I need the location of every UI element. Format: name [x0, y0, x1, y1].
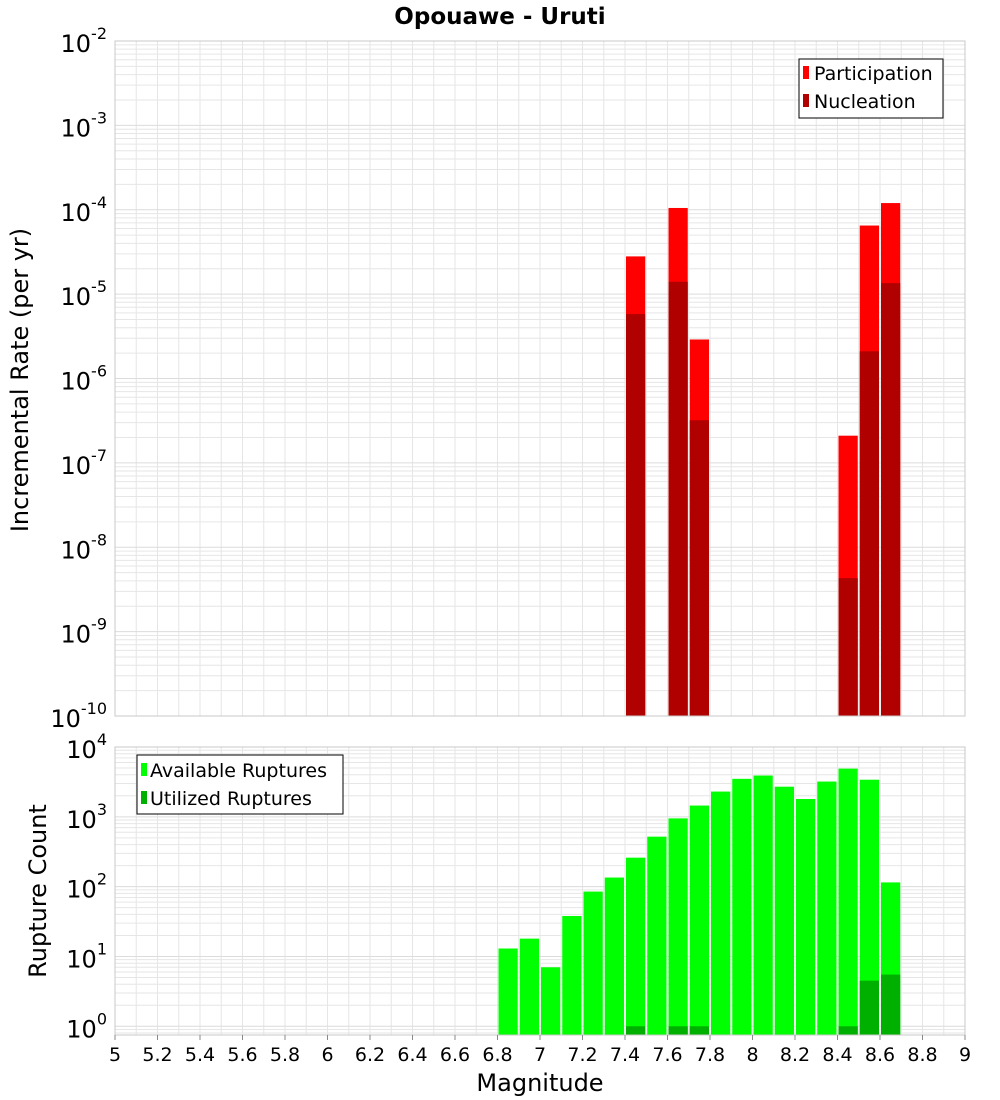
utilized-ruptures-bar — [881, 974, 901, 1035]
available-ruptures-bar — [647, 836, 667, 1035]
utilized-ruptures-bar — [689, 1026, 709, 1035]
rate-y-tick-labels: 10-10 10-9 10-8 10-7 10-6 10-5 10-4 10-3 10-2 — [50, 24, 107, 733]
available-ruptures-bar — [498, 948, 518, 1035]
available-ruptures-bar — [562, 915, 582, 1035]
y-tick-label: 10-2 — [61, 24, 108, 58]
x-tick-label: 9 — [959, 1044, 971, 1066]
x-tick-label: 7.2 — [567, 1044, 597, 1066]
x-tick-label: 6.6 — [440, 1044, 470, 1066]
x-tick-label: 5.2 — [142, 1044, 172, 1066]
available-ruptures-bar — [796, 798, 816, 1035]
x-tick-label: 6.8 — [482, 1044, 512, 1066]
available-ruptures-bar — [817, 781, 837, 1035]
x-tick-label: 5.4 — [185, 1044, 215, 1066]
rupture-count-y-axis-label: Rupture Count — [24, 804, 52, 978]
nucleation-bar — [689, 420, 709, 716]
available-ruptures-bar — [583, 891, 603, 1035]
y-tick-label: 10-5 — [61, 277, 108, 311]
rate-grid — [114, 40, 966, 717]
available-ruptures-bar — [711, 791, 731, 1035]
rate-bars — [626, 203, 901, 716]
nucleation-bar — [881, 283, 901, 716]
x-tick-label: 7.4 — [610, 1044, 640, 1066]
rupture-count-bars — [498, 768, 901, 1035]
x-tick-label: 6.4 — [397, 1044, 427, 1066]
available-ruptures-bar — [838, 768, 858, 1035]
utilized-ruptures-legend-swatch — [141, 791, 147, 804]
available-ruptures-bar — [774, 786, 794, 1035]
available-ruptures-bar — [626, 857, 646, 1035]
magnitude-x-axis-label: Magnitude — [476, 1069, 603, 1097]
x-tick-label: 8 — [746, 1044, 758, 1066]
utilized-ruptures-bar — [626, 1026, 646, 1035]
x-tick-label: 5 — [109, 1044, 121, 1066]
y-tick-label: 10-8 — [61, 530, 108, 564]
x-tick-label: 8.2 — [780, 1044, 810, 1066]
nucleation-bar — [859, 351, 879, 716]
y-tick-label: 100 — [66, 1009, 107, 1043]
rate-panel: 10-10 10-9 10-8 10-7 10-6 10-5 10-4 10-3 10-2 In… — [6, 24, 966, 733]
y-tick-label: 10-4 — [61, 193, 108, 227]
x-tick-label: 8.4 — [822, 1044, 852, 1066]
nucleation-bar — [626, 314, 646, 716]
rupture-count-y-tick-labels: 100 101 102 103 104 — [66, 730, 107, 1043]
nucleation-bar — [668, 281, 688, 716]
x-tick-label: 5.8 — [270, 1044, 300, 1066]
x-tick-label: 7 — [534, 1044, 546, 1066]
y-tick-label: 10-9 — [61, 615, 108, 649]
x-tick-label: 6.2 — [355, 1044, 385, 1066]
available-ruptures-bar — [859, 779, 879, 1035]
nucleation-legend-label: Nucleation — [814, 91, 916, 113]
utilized-ruptures-bar — [859, 980, 879, 1035]
rupture-count-legend: Available Ruptures Utilized Ruptures — [136, 754, 344, 815]
available-ruptures-bar — [732, 778, 752, 1035]
y-tick-label: 103 — [66, 800, 107, 834]
x-tick-label: 7.6 — [652, 1044, 682, 1066]
rate-legend: Participation Nucleation — [798, 58, 944, 119]
nucleation-bar — [838, 578, 858, 716]
available-ruptures-legend-swatch — [141, 763, 147, 776]
rupture-count-panel: 100 101 102 103 104 5 5.2 5.4 5.6 5.8 6 6.2 6.4 6.6 6… — [24, 730, 971, 1097]
participation-legend-label: Participation — [814, 63, 933, 85]
y-tick-label: 10-6 — [61, 362, 108, 396]
rate-y-axis-label: Incremental Rate (per yr) — [6, 228, 34, 532]
magnitude-x-tick-labels: 5 5.2 5.4 5.6 5.8 6 6.2 6.4 6.6 6.8 7 7.2 7.4 7.6 7.8 8… — [109, 1035, 971, 1066]
y-tick-label: 101 — [66, 939, 107, 973]
rupture-count-legend-box — [136, 754, 344, 815]
utilized-ruptures-bar — [668, 1026, 688, 1035]
chart-title: Opouawe - Uruti — [394, 4, 605, 30]
utilized-ruptures-bar — [838, 1026, 858, 1035]
x-tick-label: 5.6 — [227, 1044, 257, 1066]
participation-legend-swatch — [803, 66, 809, 79]
y-tick-label: 102 — [66, 870, 107, 904]
x-tick-label: 8.6 — [865, 1044, 895, 1066]
available-ruptures-bar — [668, 818, 688, 1035]
available-ruptures-bar — [604, 877, 624, 1035]
available-ruptures-bar — [753, 775, 773, 1035]
rate-legend-box — [798, 58, 944, 119]
rate-plot-frame — [114, 40, 966, 717]
y-tick-label: 10-7 — [61, 446, 108, 480]
y-tick-label: 10-10 — [50, 699, 107, 733]
available-ruptures-bar — [541, 967, 561, 1035]
available-ruptures-bar — [519, 938, 539, 1035]
available-ruptures-bar — [689, 805, 709, 1035]
x-tick-label: 6 — [321, 1044, 333, 1066]
available-ruptures-legend-label: Available Ruptures — [150, 760, 327, 782]
y-tick-label: 10-3 — [61, 108, 108, 142]
nucleation-legend-swatch — [803, 94, 809, 107]
x-tick-label: 7.8 — [695, 1044, 725, 1066]
y-tick-label: 104 — [66, 730, 107, 764]
x-tick-label: 8.8 — [907, 1044, 937, 1066]
utilized-ruptures-legend-label: Utilized Ruptures — [150, 788, 312, 810]
